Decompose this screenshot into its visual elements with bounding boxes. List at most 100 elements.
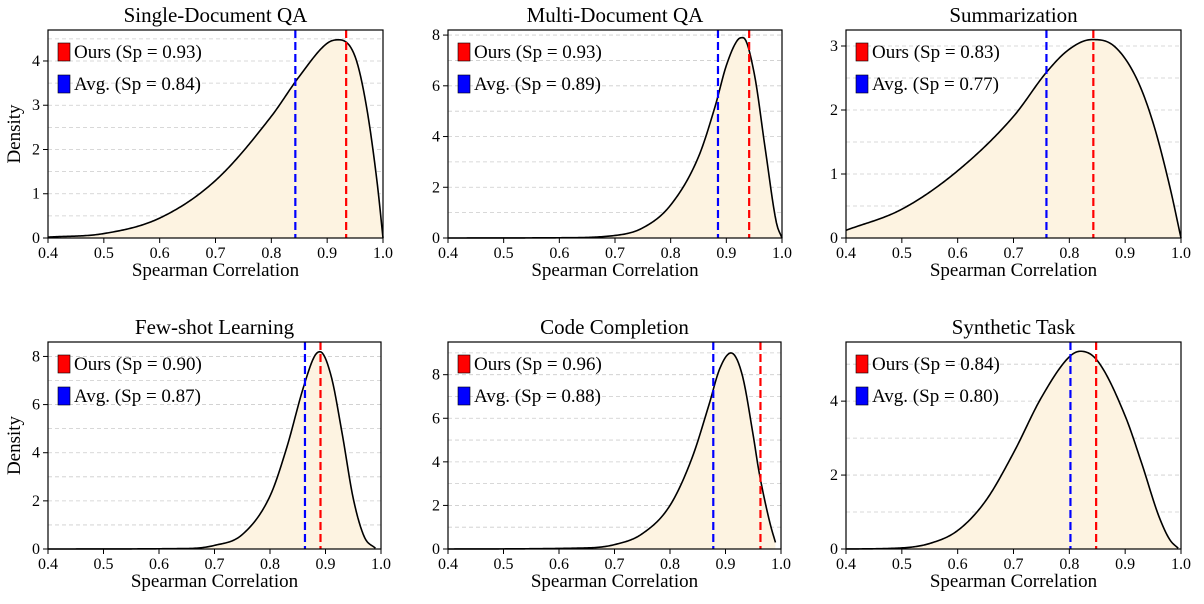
x-tick-label: 0.8 [1059,245,1079,262]
x-tick-label: 0.7 [1004,556,1024,573]
panel-title: Synthetic Task [952,315,1076,339]
x-tick-label: 0.5 [892,245,912,262]
x-tick-label: 1.0 [771,556,791,573]
y-tick-label: 4 [432,454,440,471]
legend-label-avg: Avg. (Sp = 0.87) [74,386,201,407]
density-curve [845,350,1179,550]
legend-swatch-ours [457,42,471,62]
legend-swatch-avg [57,386,71,406]
x-axis-label: Spearman Correlation [930,260,1098,281]
x-tick-label: 0.7 [605,245,625,262]
x-tick-label: 0.6 [948,245,968,262]
chart-panel-1: 0.4 0.5 0.6 0.7 0.8 0.9 1.0 0 1 2 3 4 Single-Documen… [4,3,393,281]
panel-title: Summarization [949,3,1078,27]
x-tick-label: 0.4 [38,245,58,262]
chart-panel-4: 0.4 0.5 0.6 0.7 0.8 0.9 1.0 0 2 4 6 8 Few-shot Learn… [4,315,391,592]
density-fill [48,39,383,238]
density-curve [845,38,1182,239]
x-axis-label: Spearman Correlation [131,571,299,592]
legend-swatch-ours [57,42,71,62]
legend-label-ours: Ours (Sp = 0.93) [74,42,202,63]
x-tick-label: 0.8 [260,556,280,573]
y-tick-label: 2 [432,179,440,196]
legend-label-ours: Ours (Sp = 0.96) [474,354,602,375]
y-tick-label: 6 [432,78,440,95]
legend-label-avg: Avg. (Sp = 0.80) [872,386,999,407]
x-tick-label: 0.8 [261,245,281,262]
y-tick-label: 0 [432,230,440,247]
x-tick-label: 0.5 [494,245,514,262]
legend-swatch-ours [855,42,869,62]
x-tick-label: 1.0 [1171,556,1191,573]
y-tick-label: 0 [432,541,440,558]
y-tick-label: 6 [32,397,40,414]
x-tick-label: 0.4 [438,245,458,262]
y-tick-label: 4 [830,393,838,410]
x-tick-label: 0.7 [605,556,625,573]
legend-label-avg: Avg. (Sp = 0.88) [474,386,601,407]
density-fill [448,352,776,549]
x-axis-label: Spearman Correlation [531,571,699,592]
y-tick-label: 8 [32,348,40,365]
y-tick-label: 2 [32,141,40,158]
y-tick-label: 3 [830,38,838,55]
x-tick-label: 0.6 [149,556,169,573]
x-tick-label: 0.6 [549,245,569,262]
density-fill [846,351,1179,549]
legend-label-avg: Avg. (Sp = 0.89) [474,74,601,95]
legend-label-avg: Avg. (Sp = 0.84) [74,74,201,95]
x-tick-label: 0.5 [94,245,114,262]
y-tick-label: 6 [432,410,440,427]
legend-label-ours: Ours (Sp = 0.90) [74,354,202,375]
x-tick-label: 0.6 [549,556,569,573]
y-tick-label: 8 [432,367,440,384]
x-tick-label: 0.9 [716,556,736,573]
x-tick-label: 0.7 [205,556,225,573]
x-tick-label: 0.4 [836,245,856,262]
y-tick-label: 4 [32,53,40,70]
legend-swatch-avg [855,74,869,94]
legend-label-avg: Avg. (Sp = 0.77) [872,74,999,95]
x-tick-label: 0.9 [316,556,336,573]
legend-swatch-avg [457,74,471,94]
legend-label-ours: Ours (Sp = 0.84) [872,354,1000,375]
y-tick-label: 2 [32,493,40,510]
chart-panel-6: 0.4 0.5 0.6 0.7 0.8 0.9 1.0 0 2 4 Synthetic Task Sp… [830,315,1191,592]
legend-swatch-ours [855,354,869,374]
x-tick-label: 0.4 [38,556,58,573]
legend-swatch-ours [457,354,471,374]
x-tick-label: 0.4 [438,556,458,573]
y-tick-label: 3 [32,97,40,114]
legend-swatch-ours [57,354,71,374]
x-tick-label: 1.0 [1171,245,1191,262]
y-axis-label: Density [4,104,25,164]
legend-swatch-avg [57,74,71,94]
x-tick-label: 0.9 [1115,556,1135,573]
x-axis-label: Spearman Correlation [930,571,1098,592]
x-axis-label: Spearman Correlation [132,260,300,281]
x-tick-label: 0.6 [150,245,170,262]
y-tick-label: 0 [830,541,838,558]
x-tick-label: 0.7 [1004,245,1024,262]
legend-swatch-avg [457,386,471,406]
x-tick-label: 0.9 [1115,245,1135,262]
x-tick-label: 0.8 [661,245,681,262]
chart-panel-5: 0.4 0.5 0.6 0.7 0.8 0.9 1.0 0 2 4 6 8 Code Completio… [432,315,791,592]
y-tick-label: 0 [830,230,838,247]
x-tick-label: 0.5 [892,556,912,573]
x-tick-label: 0.5 [494,556,514,573]
y-tick-label: 1 [830,166,838,183]
y-tick-label: 8 [432,27,440,44]
x-axis-label: Spearman Correlation [531,260,699,281]
x-tick-label: 0.9 [317,245,337,262]
y-tick-label: 2 [830,102,838,119]
y-tick-label: 1 [32,186,40,203]
x-tick-label: 1.0 [772,245,792,262]
y-tick-label: 0 [32,230,40,247]
x-tick-label: 0.8 [1059,556,1079,573]
x-tick-label: 1.0 [373,245,393,262]
y-tick-label: 4 [32,445,40,462]
x-tick-label: 0.9 [716,245,736,262]
y-tick-label: 2 [432,497,440,514]
